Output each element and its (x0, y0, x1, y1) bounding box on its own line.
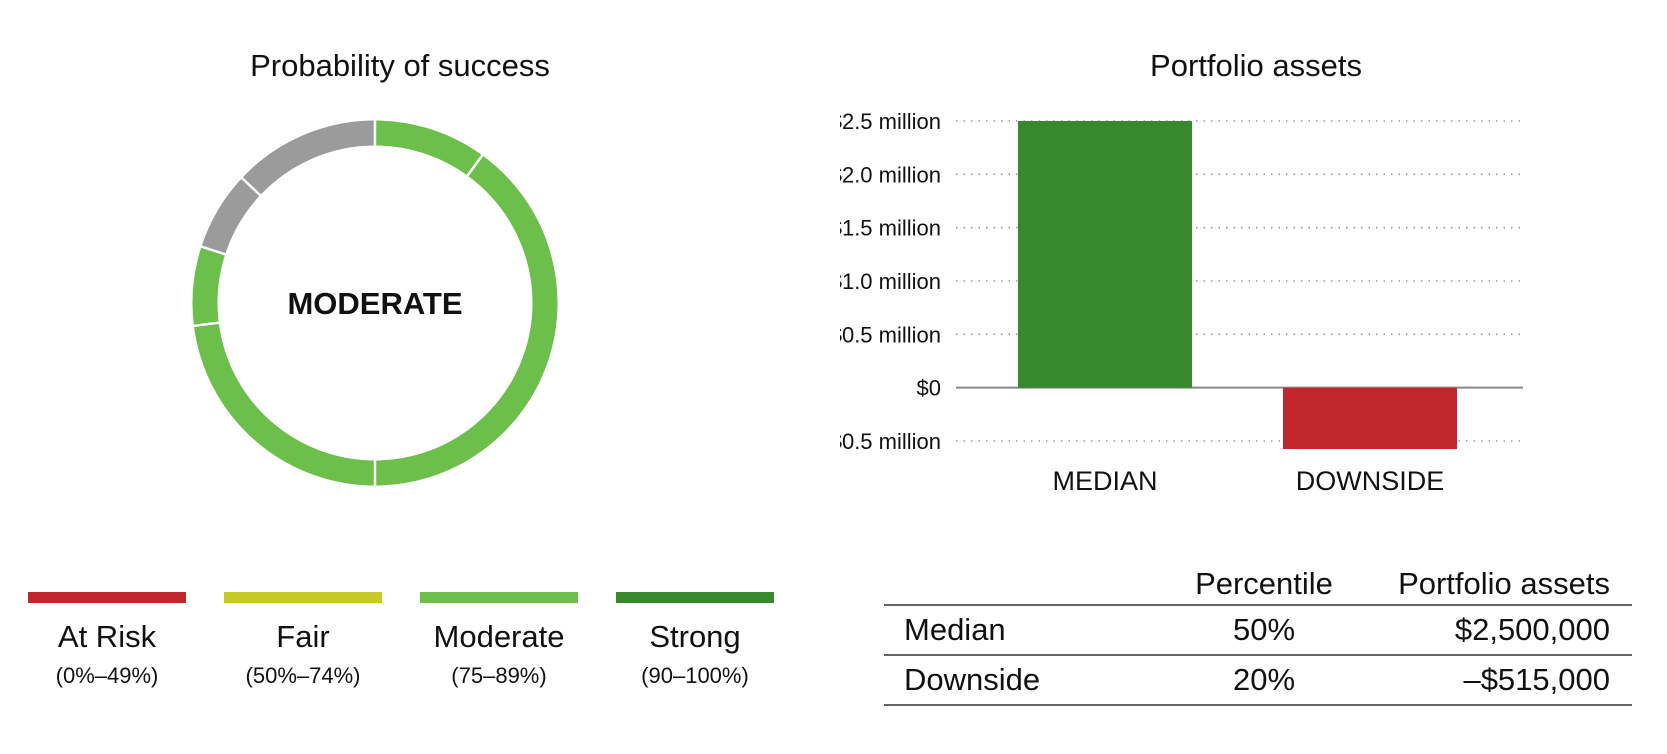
legend-swatch (224, 592, 382, 603)
table-row: Median 50% $2,500,000 (884, 604, 1632, 655)
y-tick-label: $1.0 million (840, 269, 941, 294)
donut-segment-filled (374, 120, 483, 176)
donut-segment-empty (241, 120, 376, 196)
probability-title: Probability of success (250, 48, 550, 83)
table-header-row: Percentile Portfolio assets (884, 556, 1632, 605)
table-cell-percentile: 20% (1154, 654, 1374, 706)
legend-label: At Risk (57, 619, 157, 654)
legend-range: (50%–74%) (245, 663, 361, 688)
donut-divider (197, 244, 229, 257)
portfolio-table: Percentile Portfolio assets Median 50% $… (884, 556, 1632, 706)
table-cell-scenario: Median (884, 604, 1154, 655)
donut-divider (238, 174, 264, 199)
table-header-percentile: Percentile (1195, 566, 1333, 601)
donut-divider (190, 321, 223, 328)
table-cell-assets: –$515,000 (1374, 654, 1632, 706)
donut-segments (190, 117, 558, 489)
legend-item-fair: Fair (50%–74%) (224, 592, 382, 689)
legend-range: (0%–49%) (55, 663, 159, 688)
label-layer: $2.5 million $2.0 million $1.5 million $1.0… (840, 109, 1444, 496)
legend-range: (90–100%) (641, 663, 749, 688)
x-category-label: MEDIAN (1052, 466, 1157, 496)
table-row: Downside 20% –$515,000 (884, 654, 1632, 706)
y-tick-label: $1.5 million (840, 216, 941, 241)
bar-downside (1283, 387, 1457, 449)
y-tick-label: $0 (917, 376, 941, 401)
table-cell-percentile: 50% (1154, 604, 1374, 655)
legend-item-strong: Strong (90–100%) (616, 592, 774, 689)
x-category-label: DOWNSIDE (1296, 466, 1445, 496)
y-tick-label: –$0.5 million (840, 429, 941, 454)
donut-divider (464, 151, 486, 180)
table-cell-assets: $2,500,000 (1374, 604, 1632, 655)
legend-swatch (420, 592, 578, 603)
legend-item-at-risk: At Risk (0%–49%) (28, 592, 186, 689)
legend-label: Strong (649, 619, 741, 654)
donut-center-label: MODERATE (287, 286, 462, 321)
bar-layer (1018, 121, 1457, 449)
donut-segment-filled (193, 322, 376, 486)
donut-segment-empty (201, 178, 261, 255)
donut-segment-filled (192, 246, 226, 326)
portfolio-bar-chart: $2.5 million $2.0 million $1.5 million $1.0… (840, 109, 1523, 496)
donut-segment-filled (374, 155, 558, 486)
table-header-assets: Portfolio assets (1398, 566, 1610, 601)
legend-label: Fair (276, 619, 330, 654)
y-tick-label: $0.5 million (840, 322, 941, 347)
legend-swatch (28, 592, 186, 603)
y-tick-label: $2.0 million (840, 162, 941, 187)
legend-item-moderate: Moderate (75–89%) (420, 592, 578, 689)
table-cell-scenario: Downside (884, 654, 1154, 706)
portfolio-title: Portfolio assets (1150, 48, 1362, 83)
bar-median (1018, 121, 1192, 388)
y-tick-label: $2.5 million (840, 109, 941, 134)
legend-range: (75–89%) (451, 663, 547, 688)
legend-swatch (616, 592, 774, 603)
probability-donut: MODERATE (190, 117, 558, 489)
legend-label: Moderate (433, 619, 565, 654)
table-header-empty (884, 556, 1154, 605)
